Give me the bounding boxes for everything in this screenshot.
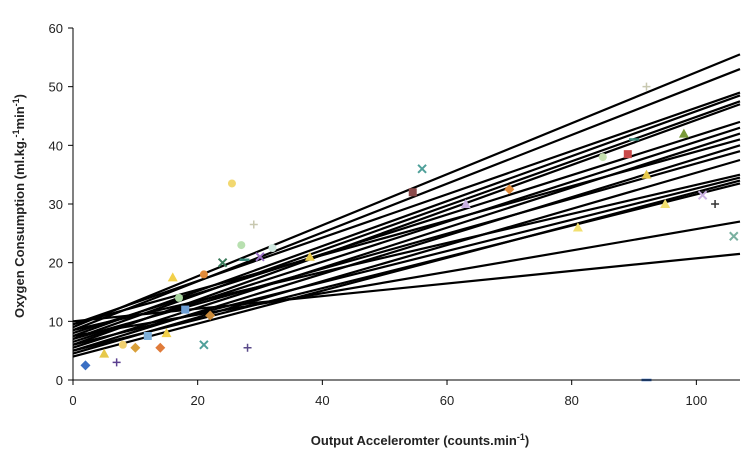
x-tick-label: 0 [69, 393, 76, 408]
regression-line [72, 179, 741, 358]
x-tick-label: 60 [440, 393, 454, 408]
x-tick-label: 40 [315, 393, 329, 408]
regression-line [72, 132, 741, 349]
data-point [304, 251, 315, 261]
data-point [572, 222, 583, 232]
data-point [167, 272, 178, 282]
scatter-points [80, 82, 739, 382]
data-point [199, 270, 208, 279]
data-point [711, 200, 720, 208]
regression-line [72, 120, 741, 335]
regression-line [72, 68, 741, 332]
data-point [181, 305, 190, 314]
data-point [80, 360, 91, 371]
y-tick-label: 10 [49, 314, 63, 329]
data-point [697, 190, 708, 200]
regression-line [72, 138, 741, 326]
data-point [143, 332, 152, 340]
x-axis-title: Output Acceleromter (counts.min-1) [311, 432, 529, 448]
data-point [249, 220, 258, 229]
y-tick-label: 30 [49, 197, 63, 212]
data-point [417, 164, 427, 174]
data-point [255, 252, 265, 262]
regression-line [72, 100, 741, 340]
regression-line [72, 173, 741, 332]
y-axis-title: Oxygen Consumption (ml.kg.-1min-1) [11, 94, 27, 318]
regression-line [72, 158, 741, 355]
data-point [237, 241, 246, 250]
y-tick-label: 40 [49, 138, 63, 153]
data-point [623, 150, 632, 159]
x-tick-label: 20 [190, 393, 204, 408]
regression-line [72, 252, 741, 323]
x-tick-label: 100 [686, 393, 708, 408]
y-tick-label: 0 [56, 373, 63, 388]
regression-line [72, 53, 741, 329]
data-point [660, 199, 671, 208]
data-point [227, 179, 236, 188]
data-point [729, 231, 739, 241]
data-point [217, 257, 228, 268]
data-point [268, 244, 277, 252]
regression-line [72, 182, 741, 352]
data-point [130, 342, 141, 353]
data-point [598, 153, 607, 162]
data-point [199, 340, 209, 350]
data-point [642, 82, 651, 91]
y-tick-label: 60 [49, 21, 63, 36]
data-point [174, 293, 183, 302]
x-ticks: 0 20 40 60 80 100 [69, 380, 707, 408]
y-tick-label: 50 [49, 80, 63, 95]
x-tick-label: 80 [564, 393, 578, 408]
data-point [641, 169, 652, 179]
data-point [243, 343, 252, 352]
data-point [460, 199, 471, 208]
data-point [205, 310, 216, 321]
regression-lines [72, 53, 741, 358]
data-point [99, 348, 110, 358]
regression-line [72, 220, 741, 338]
data-point [678, 128, 689, 138]
data-point [408, 188, 417, 197]
y-tick-label: 20 [49, 256, 63, 271]
data-point [155, 342, 166, 353]
y-ticks: 0 10 20 30 40 50 60 [49, 21, 73, 388]
data-point [504, 184, 515, 195]
data-point [118, 340, 127, 349]
regression-line [72, 94, 741, 338]
regression-line [72, 91, 741, 326]
data-point [112, 358, 121, 367]
data-point [161, 328, 172, 338]
